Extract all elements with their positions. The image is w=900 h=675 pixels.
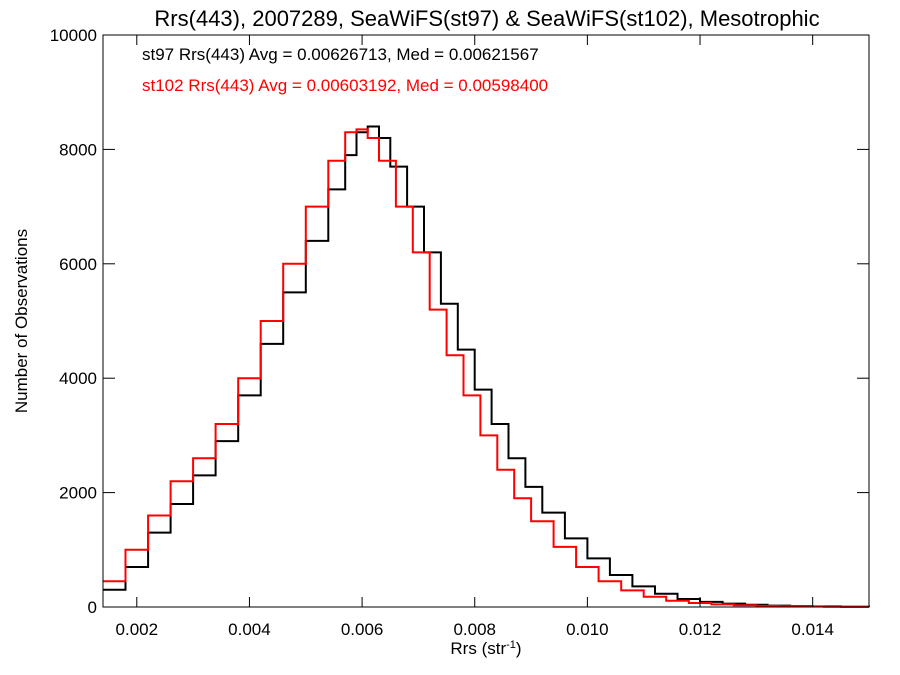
chart-title: Rrs(443), 2007289, SeaWiFS(st97) & SeaWi… <box>154 6 819 31</box>
annotation-st97: st97 Rrs(443) Avg = 0.00626713, Med = 0.… <box>142 45 539 64</box>
x-tick-label: 0.002 <box>116 620 159 639</box>
series-line-st97 <box>103 125 870 608</box>
series-layer <box>103 125 870 608</box>
x-axis-label-sup: -1 <box>506 639 516 651</box>
x-tick-label: 0.006 <box>341 620 384 639</box>
x-axis-label: Rrs (str-1) <box>450 639 521 658</box>
annotation-st102: st102 Rrs(443) Avg = 0.00603192, Med = 0… <box>142 76 548 95</box>
y-tick-label: 8000 <box>59 140 97 159</box>
series-line-st102 <box>103 128 870 608</box>
x-axis-label-close: ) <box>516 639 522 658</box>
x-tick-label: 0.004 <box>228 620 271 639</box>
ticks-layer: 0.002 0.004 0.006 0.008 0.010 0.012 0.014 0 2000… <box>50 26 869 639</box>
y-tick-label: 6000 <box>59 255 97 274</box>
x-tick-label: 0.012 <box>679 620 722 639</box>
y-axis-label: Number of Observations <box>12 229 31 413</box>
x-tick-label: 0.014 <box>791 620 834 639</box>
y-tick-label: 0 <box>88 598 97 617</box>
y-tick-label: 10000 <box>50 26 97 45</box>
x-axis-label-main: Rrs (str <box>450 639 506 658</box>
y-tick-label: 4000 <box>59 369 97 388</box>
plot-frame <box>102 34 870 608</box>
y-tick-label: 2000 <box>59 484 97 503</box>
x-tick-label: 0.010 <box>566 620 609 639</box>
x-tick-label: 0.008 <box>453 620 496 639</box>
